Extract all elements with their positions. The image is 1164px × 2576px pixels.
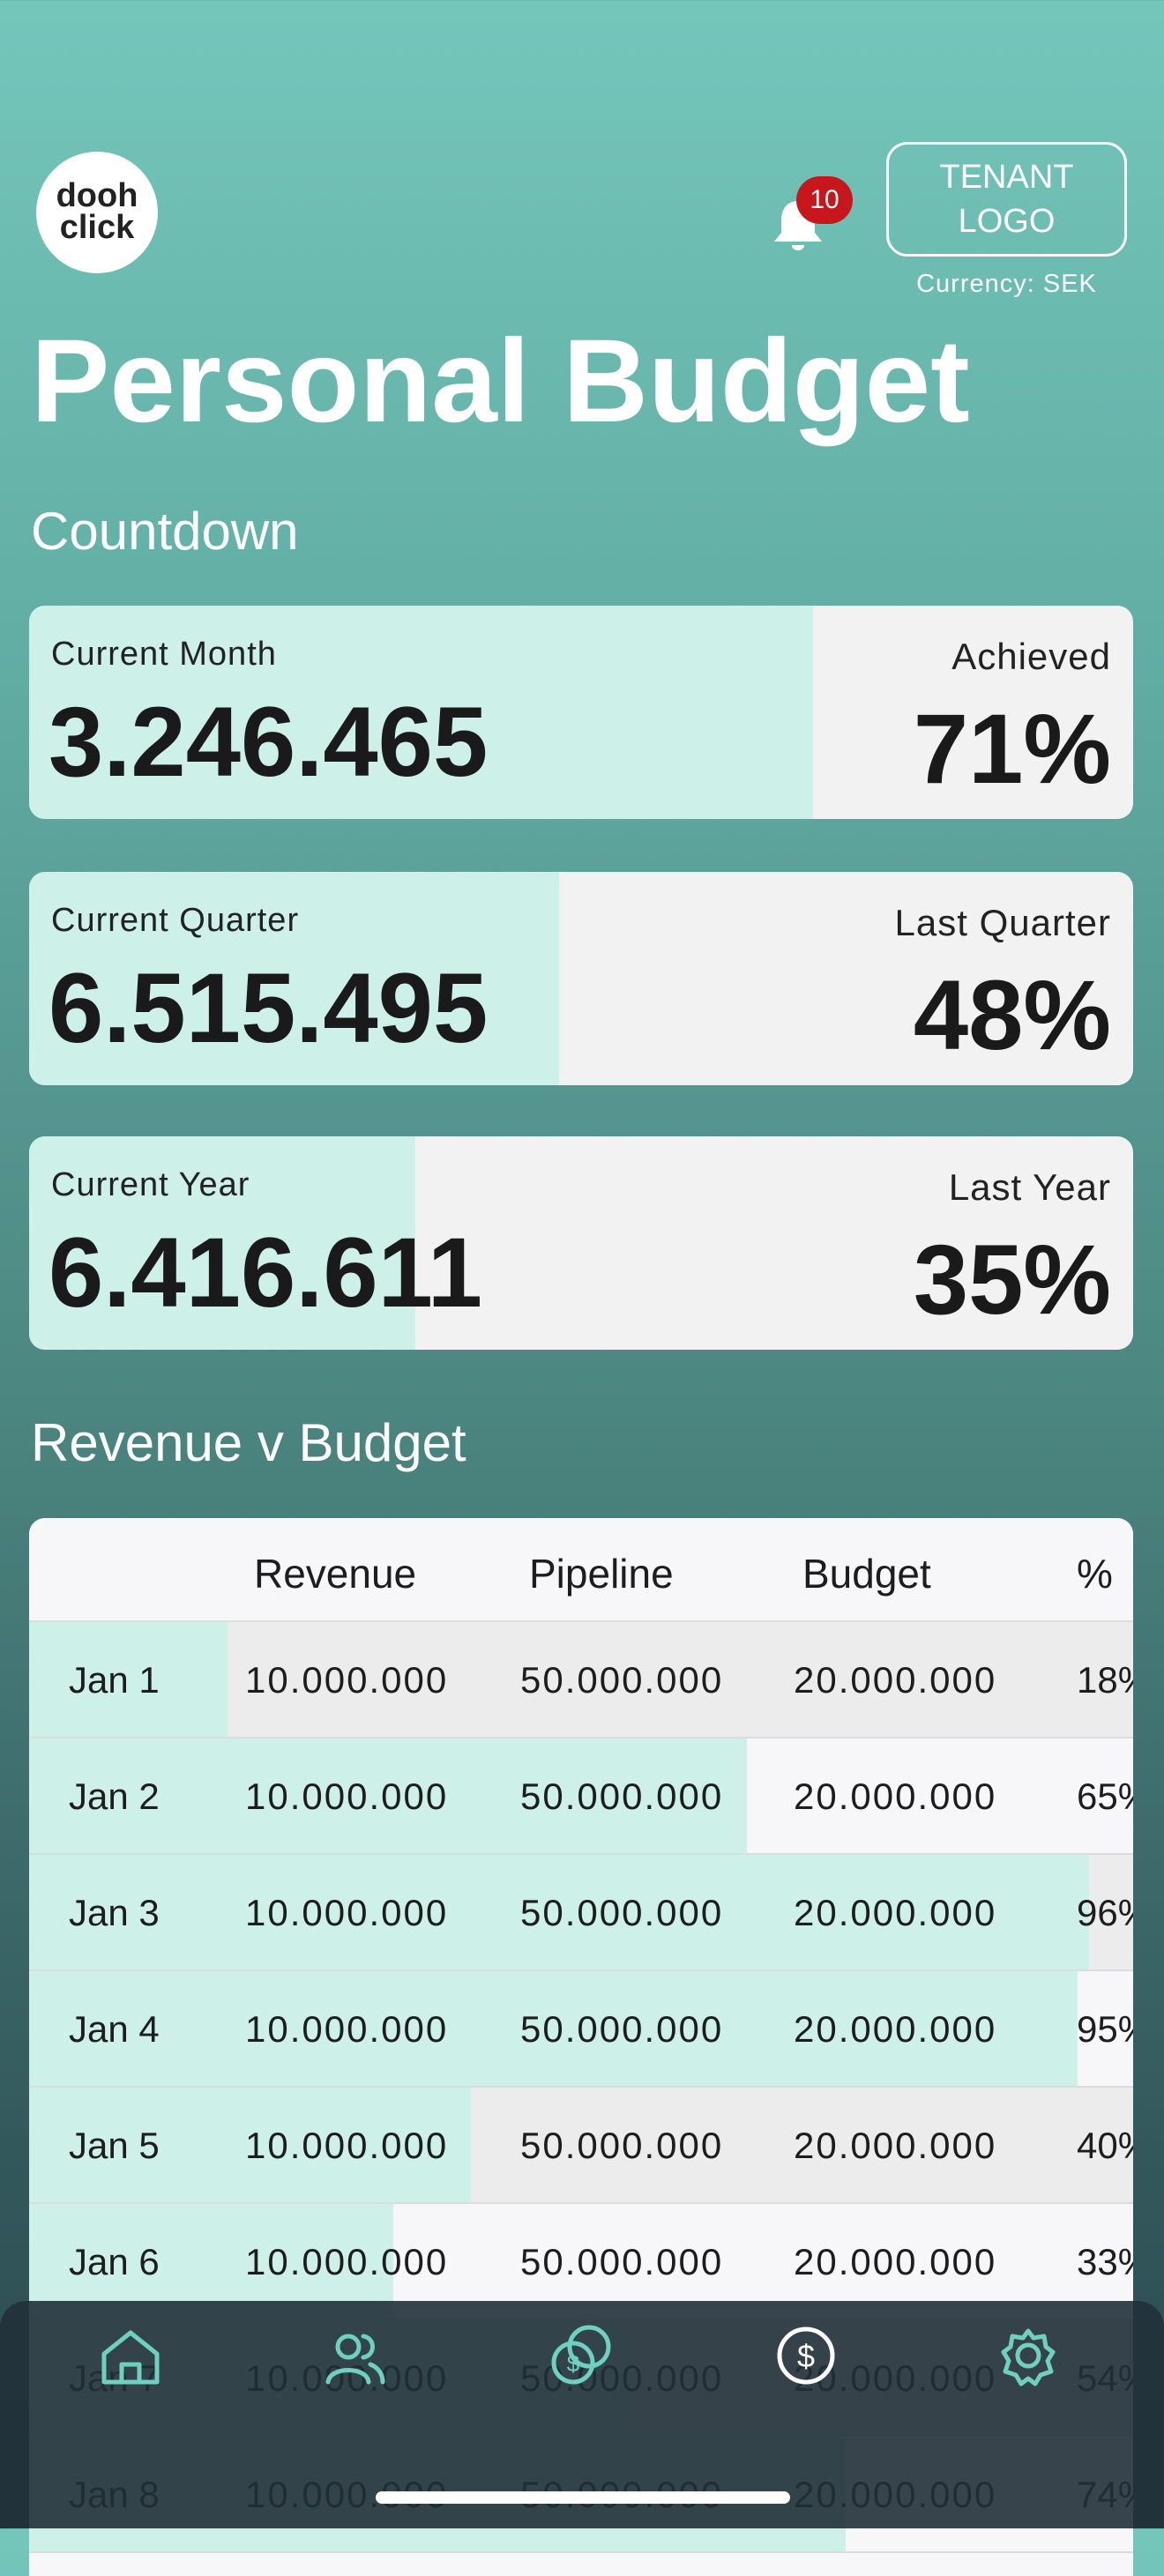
card-compare-label: Last Year bbox=[948, 1166, 1111, 1208]
progress-fill bbox=[29, 1136, 416, 1350]
section-heading: Countdown bbox=[31, 502, 299, 561]
bottom-nav: $ $ bbox=[0, 2301, 1164, 2528]
cell-pipeline: 50.000.000 bbox=[520, 1659, 724, 1701]
countdown-card: Current Month 3.246.465 Achieved 71% bbox=[29, 606, 1133, 819]
svg-text:$: $ bbox=[797, 2338, 815, 2374]
cell-percent: 33% bbox=[1077, 2241, 1133, 2282]
cell-pipeline: 50.000.000 bbox=[520, 1892, 724, 1933]
table-row: Jan 5 10.000.000 50.000.000 20.000.000 40% bbox=[29, 2088, 1133, 2204]
card-value: 6.416.611 bbox=[48, 1217, 483, 1328]
countdown-card: Current Quarter 6.515.495 Last Quarter 48% bbox=[29, 872, 1133, 1085]
card-label: Current Month bbox=[51, 636, 277, 673]
card-percent: 35% bbox=[913, 1225, 1111, 1335]
cell-revenue: 10.000.000 bbox=[245, 2008, 449, 2050]
logo-text: click bbox=[59, 209, 135, 246]
coins-icon[interactable]: $ bbox=[551, 2325, 611, 2385]
logo: dooh click bbox=[36, 152, 158, 273]
cell-budget: 20.000.000 bbox=[794, 2125, 997, 2166]
budget-icon[interactable]: $ bbox=[777, 2327, 835, 2385]
cell-budget: 20.000.000 bbox=[794, 1776, 997, 1817]
row-progress-fill bbox=[29, 2088, 471, 2202]
cell-percent: 18% bbox=[1077, 1659, 1133, 1701]
row-label: Jan 2 bbox=[69, 1776, 160, 1817]
currency: Currency: SEK bbox=[916, 270, 1097, 298]
cell-pipeline: 50.000.000 bbox=[520, 2125, 724, 2166]
home-indicator bbox=[376, 2491, 790, 2504]
table-header-row bbox=[29, 1518, 1133, 1622]
card-compare-label: Achieved bbox=[951, 636, 1111, 677]
table-row: Jan 3 10.000.000 50.000.000 20.000.000 96% bbox=[29, 1855, 1133, 1971]
row-progress-fill bbox=[29, 1855, 1089, 1969]
card-value: 3.246.465 bbox=[48, 687, 489, 797]
cell-budget: 20.000.000 bbox=[794, 1892, 997, 1933]
section-heading: Revenue v Budget bbox=[31, 1413, 466, 1472]
row-progress-fill bbox=[29, 1622, 228, 1737]
row-label: Jan 5 bbox=[69, 2125, 160, 2166]
tenant-logo: TENANT LOGO bbox=[886, 142, 1127, 257]
card-percent: 48% bbox=[913, 960, 1111, 1070]
card-value: 6.515.495 bbox=[48, 953, 489, 1063]
people-icon[interactable] bbox=[325, 2334, 385, 2385]
row-progress-fill bbox=[29, 1738, 747, 1853]
row-label: Jan 4 bbox=[69, 2008, 160, 2050]
tenant-logo-text: TENANT bbox=[939, 159, 1074, 196]
cell-percent: 65% bbox=[1077, 1776, 1133, 1817]
cell-revenue: 10.000.000 bbox=[245, 1776, 449, 1817]
cell-percent: 40% bbox=[1077, 2125, 1133, 2166]
notification-badge: 10 bbox=[796, 176, 853, 224]
column-header: % bbox=[1077, 1551, 1113, 1597]
cell-pipeline: 50.000.000 bbox=[520, 2008, 724, 2050]
table-row: Jan 2 10.000.000 50.000.000 20.000.000 65% bbox=[29, 1738, 1133, 1855]
logo-text: dooh bbox=[56, 177, 138, 214]
cell-revenue: 10.000.000 bbox=[245, 2241, 449, 2282]
card-compare-label: Last Quarter bbox=[894, 902, 1111, 943]
column-header: Budget bbox=[802, 1551, 931, 1597]
svg-text:$: $ bbox=[567, 2350, 580, 2377]
progress-fill bbox=[29, 872, 559, 1085]
nav-icons: $ $ bbox=[101, 2325, 1056, 2504]
cell-revenue: 10.000.000 bbox=[245, 1659, 449, 1701]
cell-pipeline: 50.000.000 bbox=[520, 2241, 724, 2282]
home-icon[interactable] bbox=[101, 2330, 160, 2385]
cell-pipeline: 50.000.000 bbox=[520, 1776, 724, 1817]
page-title: Personal Budget bbox=[31, 316, 970, 447]
column-header: Pipeline bbox=[529, 1551, 674, 1597]
cell-revenue: 10.000.000 bbox=[245, 1892, 449, 1933]
column-header: Revenue bbox=[254, 1551, 417, 1597]
cell-revenue: 10.000.000 bbox=[245, 2125, 449, 2166]
countdown-card: Current Year 6.416.611 Last Year 35% bbox=[29, 1136, 1133, 1350]
row-progress-fill bbox=[29, 1971, 1078, 2086]
table-row: Jan 1 10.000.000 50.000.000 20.000.000 18% bbox=[29, 1622, 1133, 1738]
card-label: Current Quarter bbox=[51, 902, 300, 939]
tenant-logo-text: LOGO bbox=[958, 203, 1056, 240]
settings-icon[interactable] bbox=[1001, 2328, 1056, 2386]
table-row: Jan 4 10.000.000 50.000.000 20.000.000 95% bbox=[29, 1971, 1133, 2088]
row-label: Jan 1 bbox=[69, 1659, 160, 1701]
row-progress-fill bbox=[29, 2204, 394, 2319]
cell-budget: 20.000.000 bbox=[794, 2241, 997, 2282]
cell-budget: 20.000.000 bbox=[794, 2008, 997, 2050]
card-percent: 71% bbox=[913, 694, 1111, 804]
progress-fill bbox=[29, 606, 813, 819]
row-label: Jan 3 bbox=[69, 1892, 160, 1933]
cell-budget: 20.000.000 bbox=[794, 1659, 997, 1701]
cell-percent: 95% bbox=[1077, 2008, 1133, 2050]
cell-percent: 96% bbox=[1077, 1892, 1133, 1933]
card-label: Current Year bbox=[51, 1166, 250, 1203]
row-label: Jan 6 bbox=[69, 2241, 160, 2282]
